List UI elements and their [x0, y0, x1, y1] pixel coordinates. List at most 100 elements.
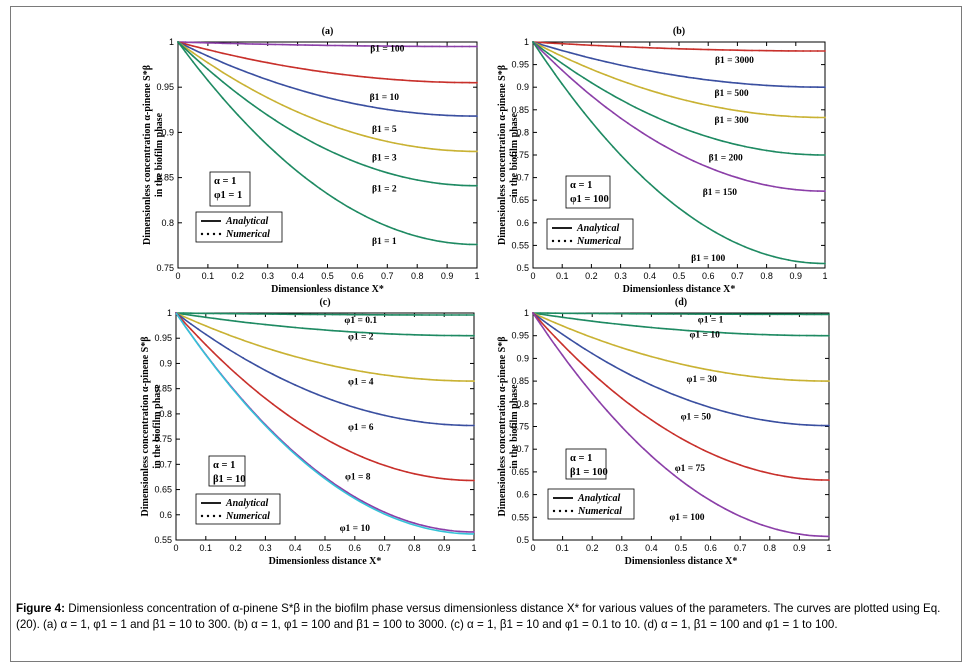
series-point: [583, 348, 586, 350]
series-point: [473, 380, 475, 382]
series-point: [473, 479, 475, 482]
series-point: [353, 496, 356, 498]
series-point: [393, 45, 396, 48]
series-point: [694, 313, 697, 315]
series-point: [214, 66, 217, 69]
series-point: [650, 419, 653, 421]
series-point: [635, 351, 638, 354]
series-point: [234, 312, 237, 315]
legend-dot: [212, 514, 216, 518]
series-point: [648, 113, 651, 116]
curve-label: β1 = 500: [714, 89, 748, 99]
x-tick-label: 0.7: [734, 543, 747, 553]
series-point: [266, 114, 269, 117]
series-point: [816, 116, 819, 119]
series-point: [431, 113, 433, 116]
series-point: [576, 343, 579, 346]
x-tick-label: 0.8: [764, 543, 777, 553]
series-point: [787, 85, 790, 88]
series-point: [401, 110, 404, 113]
series-point: [694, 330, 697, 332]
series-point: [177, 41, 179, 43]
series-point: [554, 312, 557, 315]
series-point: [583, 312, 586, 315]
series-point: [371, 45, 374, 47]
series-point: [709, 499, 712, 502]
legend-dot: [206, 514, 210, 518]
series-point: [244, 98, 247, 101]
series-point: [761, 313, 764, 316]
series-point: [266, 61, 269, 64]
series-point: [824, 262, 826, 265]
series-point: [413, 420, 416, 422]
series-point: [828, 535, 830, 538]
series-point: [765, 113, 768, 116]
curve-label: β1 = 1: [372, 237, 397, 247]
series-point: [431, 181, 433, 184]
series-point: [197, 321, 200, 324]
y-tick-label: 0.9: [159, 358, 172, 368]
series-point: [450, 529, 453, 532]
series-point: [401, 79, 404, 81]
series-point: [692, 101, 695, 104]
x-tick-label: 0: [173, 543, 178, 553]
series-point: [731, 461, 734, 464]
series-point: [257, 322, 259, 325]
series-point: [700, 78, 702, 80]
series-point: [569, 338, 571, 341]
series-point: [242, 357, 245, 359]
series-point: [227, 319, 230, 322]
legend-analytical-label: Analytical: [576, 223, 619, 234]
series-point: [746, 333, 749, 335]
x-axis-title: Dimensionless distance X*: [625, 556, 738, 567]
series-point: [731, 511, 734, 514]
figure-frame: [10, 6, 962, 662]
series-point: [606, 361, 608, 364]
series-point: [219, 343, 222, 346]
series-point: [416, 112, 419, 115]
legend-analytical-label: Analytical: [577, 493, 620, 504]
legend-analytical-label: Analytical: [225, 498, 268, 509]
y-tick-label: 0.8: [516, 127, 529, 137]
series-point: [192, 60, 194, 63]
series-point: [207, 48, 209, 51]
series-point: [736, 82, 739, 84]
series-point: [709, 313, 712, 315]
series-point: [465, 424, 468, 427]
series-point: [739, 374, 742, 376]
series-point: [605, 74, 607, 76]
series-point: [765, 253, 768, 256]
series-point: [794, 115, 797, 118]
series-point: [627, 82, 629, 84]
series-point: [612, 94, 615, 97]
series-point: [809, 153, 812, 156]
series-point: [279, 377, 282, 379]
series-point: [221, 81, 224, 83]
series-point: [431, 239, 433, 241]
series-point: [356, 75, 359, 78]
curve-label: β1 = 2: [372, 184, 397, 194]
series-point: [438, 182, 441, 185]
series-point: [229, 105, 232, 108]
series-point: [751, 49, 753, 52]
series-point: [341, 73, 344, 76]
series-point: [281, 124, 284, 126]
x-tick-label: 0.1: [202, 271, 215, 281]
series-point: [296, 170, 299, 173]
series-point: [776, 313, 779, 316]
series-point: [743, 245, 746, 248]
series-point: [473, 314, 475, 316]
series-point: [353, 313, 356, 316]
series-point: [468, 81, 471, 84]
series-point: [561, 55, 564, 58]
series-point: [383, 374, 386, 376]
series-point: [326, 96, 329, 99]
series-point: [663, 119, 666, 122]
series-point: [709, 406, 712, 409]
series-point: [634, 127, 637, 129]
series-point: [546, 333, 549, 336]
series-point: [304, 137, 306, 140]
series-point: [591, 372, 594, 374]
series-point: [428, 334, 431, 337]
curve-label: φ1 = 6: [348, 423, 374, 433]
